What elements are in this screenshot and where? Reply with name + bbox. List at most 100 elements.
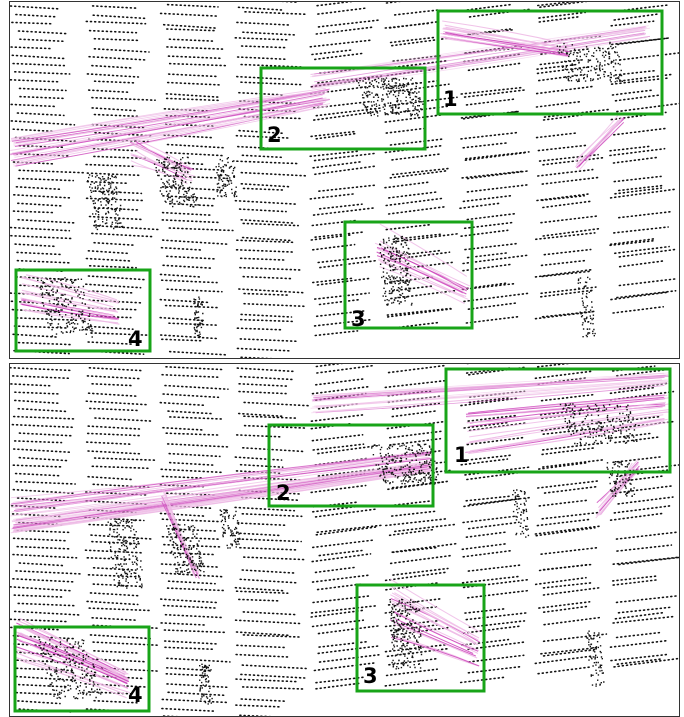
scan-line-segment <box>386 647 451 658</box>
scan-line-segment <box>312 539 376 549</box>
scan-line-segment <box>16 112 65 117</box>
scan-line-segment <box>311 49 354 56</box>
scan-line-segment <box>10 120 76 126</box>
trajectory-line <box>595 468 640 519</box>
scan-line-segment <box>89 325 134 330</box>
scan-line-segment <box>160 246 203 251</box>
scan-line-segment <box>314 566 358 574</box>
scan-line-segment <box>313 319 371 327</box>
scan-line-segment <box>15 667 75 672</box>
scan-line-segment <box>311 553 372 563</box>
scan-line-segment <box>160 468 224 474</box>
scan-line-segment <box>389 21 439 29</box>
scan-line-segment <box>13 194 73 199</box>
trajectory-line <box>161 501 197 579</box>
trajectory-line <box>13 457 435 512</box>
scan-line-segment <box>236 367 297 373</box>
scan-line-segment <box>241 569 295 574</box>
scan-line-segment <box>235 653 292 658</box>
scan-line-segment <box>86 600 139 606</box>
trajectory-line <box>469 409 670 438</box>
scan-line-segment <box>242 447 306 453</box>
scan-line-segment <box>160 622 206 626</box>
scan-line-segment <box>91 465 150 470</box>
scan-line-segment <box>391 285 435 292</box>
scan-line-segment <box>93 699 138 704</box>
scan-line-segment <box>86 73 140 78</box>
scan-line-segment <box>535 132 579 139</box>
scan-line-segment <box>167 410 215 415</box>
trajectory-line <box>131 164 188 185</box>
top-label-4: 4 <box>128 327 143 351</box>
scan-line-segment <box>316 583 364 591</box>
scan-line-segment <box>465 531 509 538</box>
scan-line-segment <box>384 620 438 628</box>
scan-line-segment <box>312 506 356 513</box>
scan-line-segment <box>10 618 69 623</box>
scan-line-segment <box>242 634 301 638</box>
scan-line-segment <box>240 356 274 358</box>
scan-line-segment <box>165 97 220 102</box>
scan-line-segment <box>468 654 525 663</box>
scan-line-segment <box>94 417 153 422</box>
scan-line-segment <box>237 412 284 418</box>
trajectory-line <box>379 240 470 287</box>
scan-line-segment <box>542 442 606 451</box>
trajectory-line <box>376 246 468 292</box>
scan-line-segment <box>541 195 585 202</box>
scan-line-segment <box>318 298 362 306</box>
scan-line-segment <box>239 532 282 537</box>
scan-line-segment <box>542 459 605 468</box>
scan-line-segment <box>612 306 664 314</box>
scan-line-segment <box>10 234 73 240</box>
trajectory-line <box>20 303 119 320</box>
scan-line-segment <box>541 511 599 520</box>
scan-line-segment <box>166 683 231 689</box>
scan-line-segment <box>610 485 674 495</box>
scan-line-segment <box>14 399 59 404</box>
scan-line-segment <box>15 691 58 696</box>
scan-line-segment <box>165 432 221 436</box>
scan-line-segment <box>15 570 82 575</box>
scan-line-segment <box>88 29 138 34</box>
scan-line-segment <box>466 251 510 259</box>
point-cluster <box>37 277 94 338</box>
scan-line-segment <box>318 654 380 663</box>
scan-line-segment <box>314 165 378 176</box>
scan-line-segment <box>463 89 528 98</box>
scan-line-segment <box>464 151 528 161</box>
scan-line-segment <box>393 59 449 68</box>
scan-line-segment <box>161 707 216 712</box>
scan-line-segment <box>310 609 366 618</box>
scan-line-segment <box>159 316 206 322</box>
scan-line-segment <box>14 243 57 248</box>
scan-line-segment <box>467 28 511 36</box>
trajectory-line <box>11 451 433 505</box>
scan-line-segment <box>168 461 216 466</box>
scan-line-segment <box>163 629 227 634</box>
scan-line-segment <box>85 283 142 289</box>
scan-line-segment <box>168 322 219 326</box>
trajectory-line <box>11 461 434 522</box>
scan-line-segment <box>242 187 287 191</box>
point-cluster <box>577 276 596 338</box>
scan-line-segment <box>11 54 67 60</box>
scan-line-segment <box>315 132 358 140</box>
scan-line-segment <box>166 288 223 293</box>
scan-line-segment <box>87 250 130 255</box>
scan-line-segment <box>465 495 510 502</box>
scan-line-segment <box>242 275 292 280</box>
scan-line-segment <box>241 513 303 518</box>
scan-line-segment <box>10 383 54 387</box>
trajectory-line <box>391 602 478 646</box>
scan-line-segment <box>87 691 133 695</box>
scan-line-segment <box>161 211 213 216</box>
scan-line-segment <box>86 375 142 380</box>
scan-line-segment <box>235 434 281 438</box>
trajectory-line <box>133 144 188 173</box>
scan-line-segment <box>311 386 369 395</box>
scan-line-segment <box>535 101 581 108</box>
scan-line-segment <box>465 98 516 106</box>
scan-line-segment <box>87 341 132 345</box>
scan-line-segment <box>93 224 159 231</box>
